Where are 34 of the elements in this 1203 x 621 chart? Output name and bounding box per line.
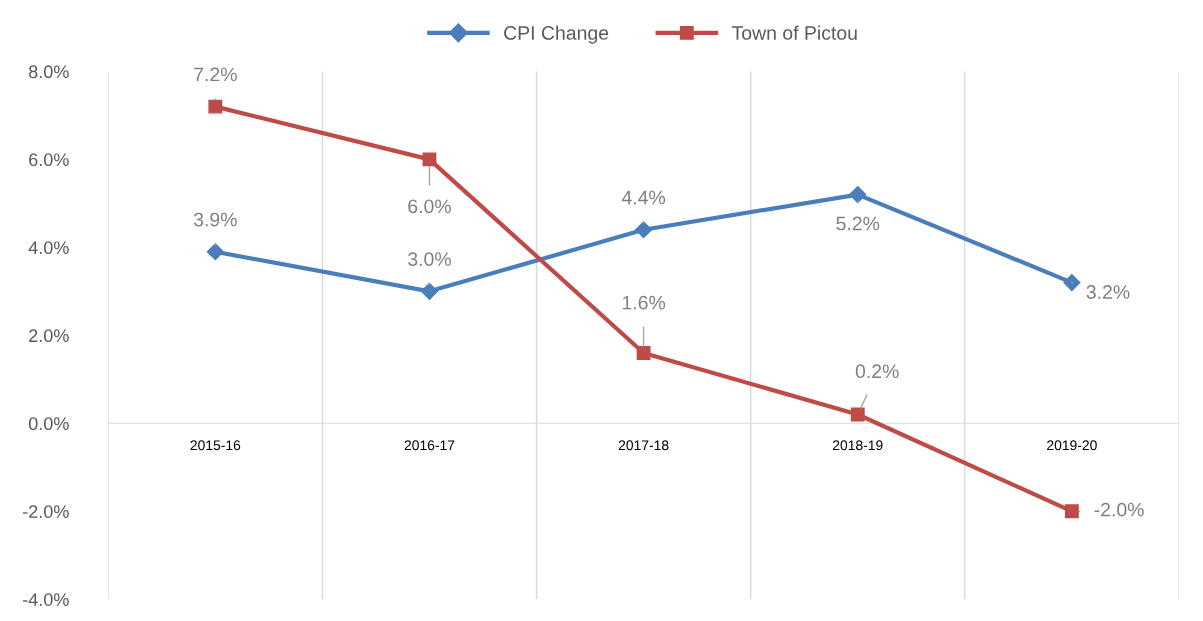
x-tick-label: 2017-18 (618, 440, 669, 451)
point (422, 152, 437, 167)
data-label: 3.2% (1086, 285, 1130, 299)
data-label: 3.0% (408, 252, 451, 267)
y-tick-label: -4.0% (23, 593, 69, 606)
y-tick-label: 8.0% (29, 65, 69, 79)
x-tick-label: 2016-17 (404, 440, 455, 451)
data-label: 5.2% (836, 216, 880, 231)
point (1064, 504, 1079, 519)
data-label: 3.9% (193, 212, 237, 227)
data-label: 6.0% (408, 199, 451, 214)
y-tick-label: -2.0% (23, 505, 69, 519)
data-label: 4.4% (621, 190, 666, 205)
y-tick-label: 6.0% (29, 153, 69, 167)
point (635, 221, 653, 239)
y-tick-label: 2.0% (29, 329, 69, 343)
x-tick-label: 2018-19 (832, 440, 883, 451)
point (208, 99, 223, 114)
y-tick-label: 0.0% (28, 417, 69, 431)
point (850, 407, 865, 422)
data-label: -2.0% (1094, 502, 1144, 517)
data-label: 0.2% (855, 364, 899, 379)
x-tick-label: 2015-16 (190, 440, 241, 451)
point (849, 186, 867, 204)
point (636, 345, 651, 360)
legend-label: CPI Change (504, 25, 609, 44)
point (206, 243, 224, 261)
data-label: 7.2% (194, 67, 237, 82)
data-label: 1.6% (622, 295, 666, 310)
x-tick-label: 2019-20 (1047, 440, 1097, 451)
y-tick-label: 4.0% (28, 241, 69, 255)
legend-label: Town of Pictou (731, 25, 857, 40)
point (1063, 274, 1081, 292)
point (420, 282, 439, 300)
